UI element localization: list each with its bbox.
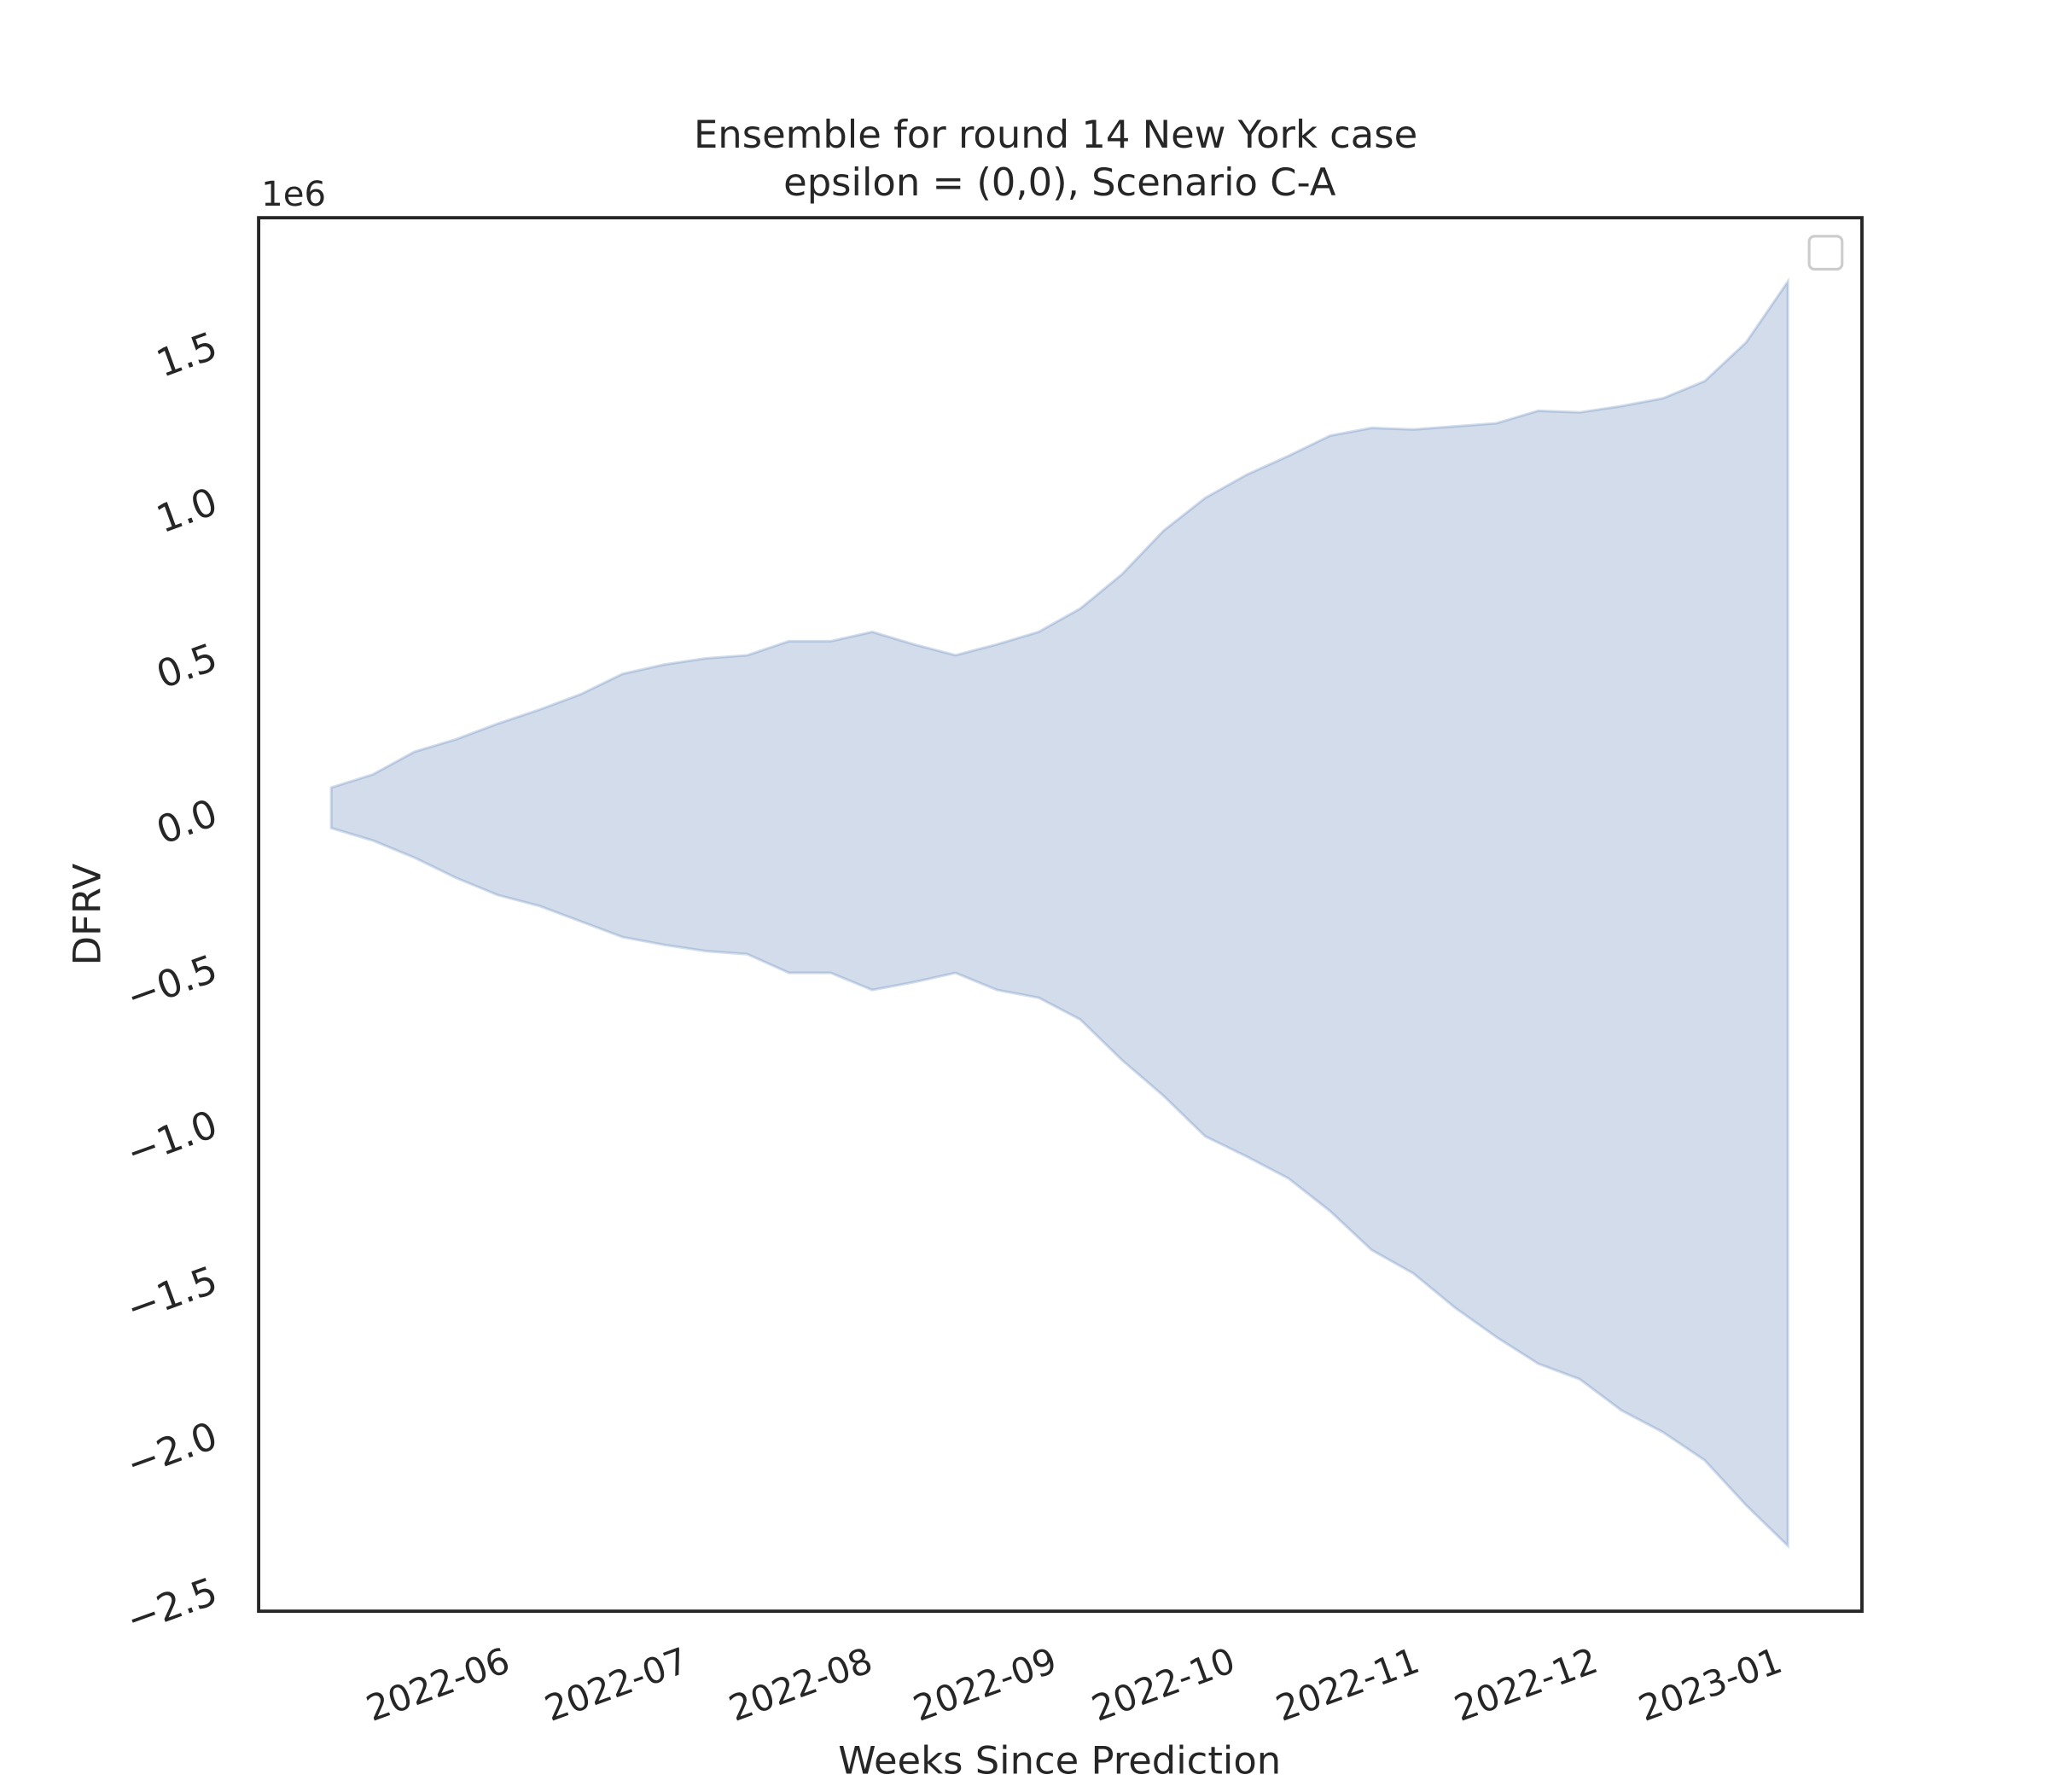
x-tick-label: 2022-12 bbox=[1449, 1639, 1603, 1730]
x-axis-label: Weeks Since Prediction bbox=[838, 1737, 1281, 1783]
chart-subtitle: epsilon = (0,0), Scenario C-A bbox=[783, 160, 1336, 205]
x-tick-label: 2022-07 bbox=[539, 1639, 694, 1730]
x-tick-label: 2022-11 bbox=[1271, 1639, 1425, 1730]
y-tick-label: 0.0 bbox=[150, 790, 223, 853]
band-area bbox=[329, 276, 1789, 1550]
x-tick-label: 2022-06 bbox=[361, 1639, 515, 1730]
y-tick-label: −2.5 bbox=[120, 1568, 223, 1643]
x-tick-label: 2023-01 bbox=[1633, 1639, 1788, 1730]
plot-area bbox=[329, 276, 1789, 1550]
x-tick-label: 2022-08 bbox=[724, 1639, 878, 1730]
x-tick-label: 2022-10 bbox=[1086, 1639, 1241, 1730]
legend bbox=[1807, 235, 1844, 271]
y-tick-label: 1.0 bbox=[150, 479, 223, 542]
y-axis-label: DFRV bbox=[65, 863, 110, 965]
chart-title: Ensemble for round 14 New York case bbox=[694, 112, 1417, 157]
y-offset-label: 1e6 bbox=[261, 175, 326, 214]
y-tick-label: −0.5 bbox=[120, 945, 223, 1020]
x-tick-label: 2022-09 bbox=[908, 1639, 1062, 1730]
axes-frame bbox=[257, 216, 1864, 1614]
y-tick-label: −1.5 bbox=[120, 1257, 223, 1331]
y-tick-label: 0.5 bbox=[150, 634, 223, 697]
y-tick-label: 1.5 bbox=[150, 323, 223, 386]
y-tick-label: −2.0 bbox=[120, 1413, 223, 1487]
y-tick-label: −1.0 bbox=[120, 1102, 223, 1176]
